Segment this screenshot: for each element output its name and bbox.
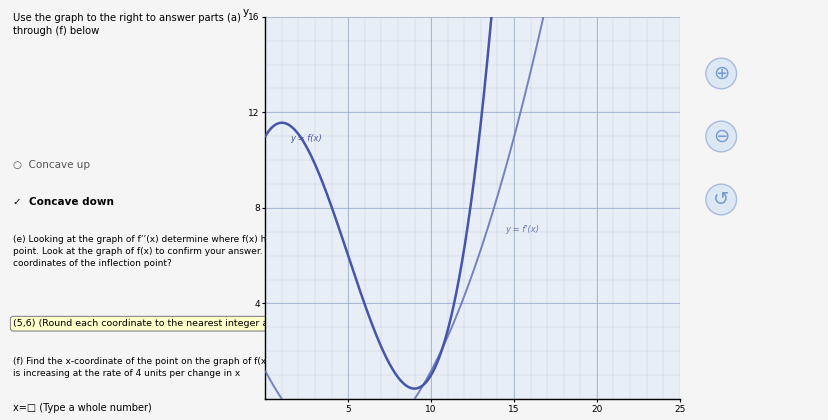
Text: (e) Looking at the graph of f’’(x) determine where f(x) has an inflection
point.: (e) Looking at the graph of f’’(x) deter…	[13, 235, 335, 268]
Text: ↺: ↺	[712, 190, 729, 209]
Text: ✓  Concave down: ✓ Concave down	[13, 197, 114, 207]
Text: y = f(x): y = f(x)	[290, 134, 321, 143]
Text: ⊖: ⊖	[712, 127, 729, 146]
Text: x=□ (Type a whole number): x=□ (Type a whole number)	[13, 403, 152, 413]
Text: (5,6) (Round each coordinate to the nearest integer as needed.): (5,6) (Round each coordinate to the near…	[13, 319, 319, 328]
Text: y = f'(x): y = f'(x)	[505, 225, 539, 234]
Text: ⊕: ⊕	[712, 64, 729, 83]
Text: y: y	[242, 7, 248, 17]
Text: ○  Concave up: ○ Concave up	[13, 160, 90, 170]
Text: Use the graph to the right to answer parts (a)
through (f) below: Use the graph to the right to answer par…	[13, 13, 241, 36]
Text: (f) Find the x-coordinate of the point on the graph of f(x) at which f(x)
is inc: (f) Find the x-coordinate of the point o…	[13, 357, 330, 378]
